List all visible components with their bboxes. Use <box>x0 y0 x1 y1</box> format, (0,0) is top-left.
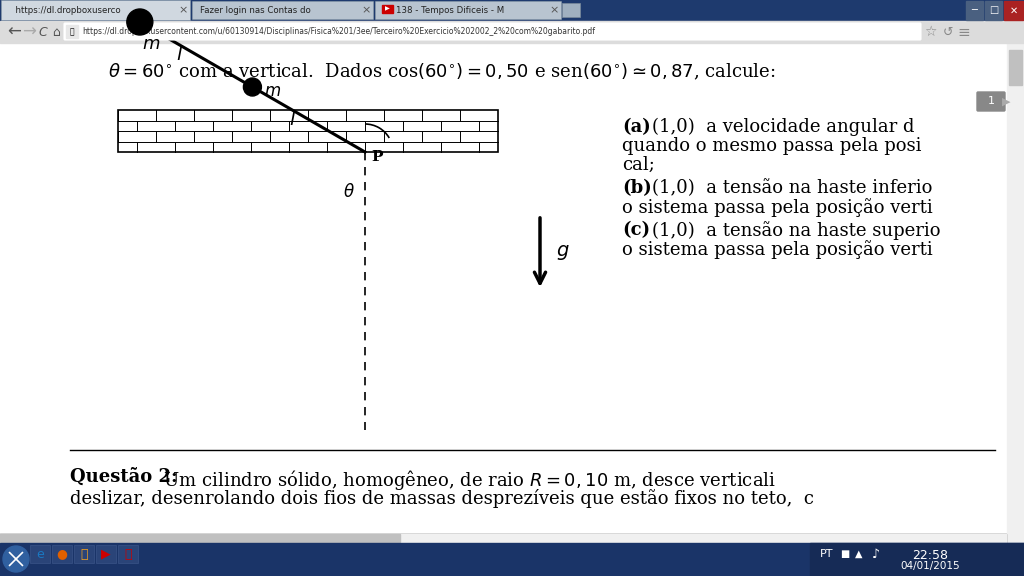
Text: Um cilindro sólido, homogêneo, de raio $R = 0, 10$ m, desce verticali: Um cilindro sólido, homogêneo, de raio $… <box>158 468 776 492</box>
Text: quando o mesmo passa pela posi: quando o mesmo passa pela posi <box>622 137 922 155</box>
Text: Questão 2:: Questão 2: <box>70 468 177 486</box>
Text: ←: ← <box>7 23 20 41</box>
Text: ▶: ▶ <box>1001 97 1011 107</box>
Text: ■: ■ <box>840 549 849 559</box>
Bar <box>966 1 983 20</box>
Text: $l$: $l$ <box>289 110 296 129</box>
Text: $\theta$: $\theta$ <box>343 183 355 201</box>
Text: e: e <box>36 548 44 560</box>
Text: ✕: ✕ <box>1010 6 1018 16</box>
Text: 22:58: 22:58 <box>912 549 948 562</box>
Text: (c): (c) <box>622 221 650 239</box>
Bar <box>562 3 580 17</box>
Text: 🔴: 🔴 <box>124 548 132 560</box>
Text: ≡: ≡ <box>957 25 971 40</box>
Text: P: P <box>371 150 383 164</box>
Circle shape <box>3 546 29 572</box>
Text: ×: × <box>178 6 187 16</box>
FancyBboxPatch shape <box>63 23 921 40</box>
Bar <box>985 1 1002 20</box>
FancyBboxPatch shape <box>193 2 374 20</box>
Bar <box>382 5 393 13</box>
Text: $g$: $g$ <box>556 243 569 262</box>
Text: 📁: 📁 <box>80 548 88 560</box>
Circle shape <box>127 9 153 35</box>
Text: ▲: ▲ <box>855 549 862 559</box>
Text: PT: PT <box>820 549 834 559</box>
Bar <box>30 545 50 563</box>
Text: 🔒: 🔒 <box>70 27 75 36</box>
Text: https://dl.dropboxuserco: https://dl.dropboxuserco <box>10 6 121 15</box>
Text: ⌂: ⌂ <box>52 25 59 39</box>
Text: https://dl.dropboxusercontent.com/u/60130914/Disciplinas/Fisica%201/3ee/Terceiro: https://dl.dropboxusercontent.com/u/6013… <box>82 27 595 36</box>
Text: ●: ● <box>56 548 68 560</box>
Text: ↺: ↺ <box>943 25 953 39</box>
Text: 04/01/2015: 04/01/2015 <box>900 561 959 571</box>
Text: (1,0)  a tensão na haste inferio: (1,0) a tensão na haste inferio <box>652 179 933 197</box>
Bar <box>1004 1 1023 20</box>
Text: ☆: ☆ <box>924 25 936 39</box>
Bar <box>964 0 1024 21</box>
Text: $m$: $m$ <box>264 82 282 100</box>
Text: C: C <box>38 25 47 39</box>
FancyBboxPatch shape <box>977 92 1005 111</box>
Bar <box>74 545 94 563</box>
Text: ×: × <box>361 6 371 16</box>
Text: $\theta = 60^{\circ}$ com a vertical.  Dados cos$(60^{\circ}) = 0, 50$ e sen$(60: $\theta = 60^{\circ}$ com a vertical. Da… <box>108 62 775 82</box>
Text: □: □ <box>989 6 998 16</box>
Text: 1: 1 <box>987 97 994 107</box>
Text: o sistema passa pela posição verti: o sistema passa pela posição verti <box>622 198 933 217</box>
Text: Fazer login nas Contas do: Fazer login nas Contas do <box>200 6 310 15</box>
Bar <box>0 533 1007 543</box>
Bar <box>0 43 1007 533</box>
Text: ▶: ▶ <box>385 6 390 12</box>
Text: (1,0)  a tensão na haste superio: (1,0) a tensão na haste superio <box>652 221 940 240</box>
Bar <box>0 21 1024 43</box>
Bar <box>810 543 1024 576</box>
FancyBboxPatch shape <box>376 2 561 20</box>
Text: ♪: ♪ <box>872 548 880 560</box>
Text: →: → <box>22 23 36 41</box>
Bar <box>1009 50 1022 85</box>
Text: deslizar, desenrolando dois fios de massas desprezíveis que estão fixos no teto,: deslizar, desenrolando dois fios de mass… <box>70 489 814 508</box>
Bar <box>0 543 1024 576</box>
Bar <box>96 545 116 563</box>
Bar <box>0 0 1024 21</box>
Bar <box>52 545 72 563</box>
Bar <box>0 534 400 542</box>
Bar <box>118 110 498 152</box>
Text: ─: ─ <box>972 6 978 16</box>
Text: (1,0)  a velocidade angular d: (1,0) a velocidade angular d <box>652 118 914 137</box>
FancyBboxPatch shape <box>1 1 190 21</box>
Text: $m$: $m$ <box>142 35 160 53</box>
Bar <box>1007 43 1024 533</box>
Text: ▶: ▶ <box>101 548 111 560</box>
Bar <box>118 545 138 563</box>
Text: ×: × <box>549 6 559 16</box>
Text: o sistema passa pela posição verti: o sistema passa pela posição verti <box>622 240 933 259</box>
Text: (b): (b) <box>622 179 651 197</box>
Text: $l$: $l$ <box>176 45 183 64</box>
Text: 138 - Tempos Dificeis - M: 138 - Tempos Dificeis - M <box>396 6 504 15</box>
Circle shape <box>244 78 261 96</box>
Bar <box>66 25 78 38</box>
Text: cal;: cal; <box>622 156 655 174</box>
Text: (a): (a) <box>622 118 650 136</box>
